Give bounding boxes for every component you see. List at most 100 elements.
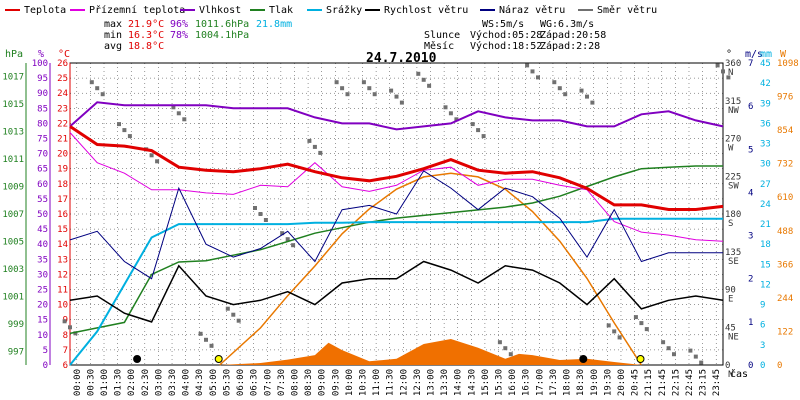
humidity-tick-label: 25 [37,286,48,296]
x-tick-label: 17:30 [549,369,559,396]
rain-tick-label: 9 [760,301,765,311]
wind-dir-point [699,360,704,365]
rain-tick-label: 18 [760,240,771,250]
x-tick-label: 01:00 [100,369,110,396]
humidity-tick-label: 75 [37,135,48,145]
wind-dir-point [503,346,508,351]
wind-dir-point [399,100,404,105]
temperature-tick-label: 26 [57,59,68,69]
pressure-tick-label: 997 [8,347,24,357]
wind-dir-point [312,144,317,149]
legend-label-rain: Srážky [326,4,362,16]
wind-dir-letter: N [728,68,733,78]
wind-dir-point [448,111,453,116]
wind-dir-letter: NE [728,332,739,342]
wind-dir-point [68,325,72,330]
temperature-tick-label: 10 [57,301,68,311]
x-tick-label: 05:30 [222,369,232,396]
legend: Teplota Přízemní teplota Vlhkost Tlak Sr… [5,4,657,16]
moonrise-marker [579,355,588,363]
wind-dir-point [416,71,421,76]
legend-label-gust: Náraz větru [499,4,565,16]
x-tick-label: 00:30 [86,369,96,396]
moonset-marker [133,355,142,363]
x-tick-label: 07:30 [277,369,287,396]
x-tick-label: 06:30 [250,369,260,396]
wind_speed-tick-label: 5 [748,145,753,155]
wind-dir-point [149,153,154,158]
wind-dir-letter: W [728,144,734,154]
wind-dir-point [476,128,481,133]
wind-dir-point [340,86,345,91]
humidity-tick-label: 45 [37,225,48,235]
temperature-tick-label: 18 [57,180,68,190]
astro-info: WS:5m/s WG:6.3m/s Slunce Východ:05:28 Zá… [424,19,606,52]
humidity-tick-label: 15 [37,316,48,326]
wind-dir-point [307,138,312,143]
wind-dir-point [291,243,296,248]
x-tick-label: 03:30 [168,369,178,396]
wind_speed-tick-label: 3 [748,232,753,242]
wind-dir-point [345,92,350,97]
temperature-tick-label: 21 [57,135,68,145]
pressure-tick-label: 1001 [2,292,24,302]
temperature-tick-label: 8 [63,331,68,341]
sunrise-text: Východ:05:28 [470,29,542,41]
wind-dir-point [253,206,257,210]
rain-tick-label: 27 [760,180,771,190]
temperature-tick-label: 23 [57,104,68,114]
x-tick-label: 04:30 [195,369,205,396]
wind-dir-point [666,346,671,351]
wind-dir-axis-unit: ° [726,49,732,60]
x-tick-label: 14:30 [467,369,477,396]
x-tick-label: 18:30 [576,369,586,396]
humidity-tick-label: 90 [37,89,48,99]
temperature-axis-unit: °C [58,49,70,60]
rain-tick-label: 45 [760,59,771,69]
temperature-tick-label: 6 [63,361,68,371]
x-tick-label: 21:45 [658,369,668,396]
wind_speed-tick-label: 2 [748,275,753,285]
humidity-tick-label: 10 [37,331,48,341]
wind-dir-point [258,212,263,216]
temperature-tick-label: 14 [57,240,68,250]
wind-dir-point [470,122,475,127]
wind-speed-info: WS:5m/s [482,19,524,30]
pressure-tick-label: 1007 [2,210,24,220]
wind-dir-letter: N [728,370,733,380]
marker-layer [133,355,645,363]
humidity-tick-label: 30 [37,270,48,280]
humidity-tick-label: 0 [43,361,48,371]
pressure-tick-label: 1009 [2,183,24,193]
wind_speed-tick-label: 7 [748,59,753,69]
temperature-tick-label: 7 [63,346,68,356]
moon-label: Měsíc [424,40,454,52]
wind-dir-point [557,86,562,91]
x-tick-label: 14:00 [454,369,464,396]
humidity-tick-label: 85 [37,104,48,114]
solar-radiation-area [219,339,642,365]
wind-dir-point [672,352,676,357]
wind_dir-tick-label: 270 [725,135,741,145]
wind-dir-point [481,134,486,139]
wind-dir-point [661,340,666,345]
wind-speed-line [69,260,724,323]
moonrise-text: Východ:18:52 [470,40,542,52]
x-tick-label: 21:15 [644,369,654,396]
wind-dir-point [171,105,176,110]
wind-dir-point [389,88,394,93]
stats-min-temp: 16.3°C [128,30,164,41]
legend-label-pressure: Tlak [269,5,293,16]
legend-label-wind-speed: Rychlost větru [384,4,468,16]
sun-elevation-line [219,172,643,366]
humidity-tick-label: 5 [43,346,48,356]
rain-tick-label: 3 [760,341,765,351]
x-tick-label: 11:00 [372,369,382,396]
temperature-line [69,125,724,211]
wind-dir-point [721,69,725,74]
wind-dir-point [236,318,241,323]
solar-tick-label: 1098 [777,59,799,69]
stats-block: max 21.9°C 96% 1011.6hPa 21.8mm min 16.3… [104,19,292,52]
wind-dir-point [225,306,230,311]
legend-label-humidity: Vlhkost [199,5,241,16]
